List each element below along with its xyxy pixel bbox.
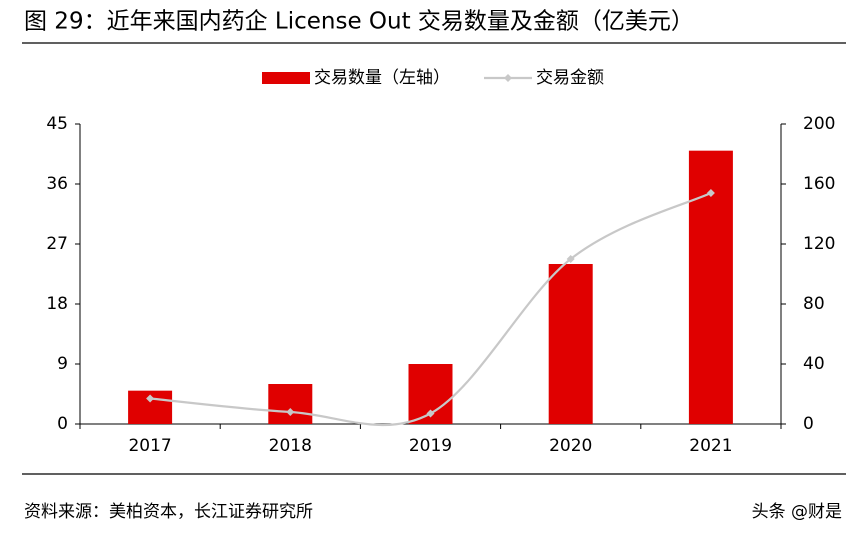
x-tick-label: 2018 — [269, 436, 312, 456]
x-tick-label: 2021 — [689, 436, 732, 456]
legend-label: 交易金额 — [536, 68, 604, 88]
y2-tick-label: 200 — [803, 114, 835, 134]
line-marker — [426, 409, 435, 418]
y-tick-label: 9 — [57, 354, 68, 374]
line-marker — [706, 189, 715, 197]
line-marker — [286, 408, 295, 416]
y2-tick-label: 120 — [803, 234, 835, 254]
line-marker — [146, 394, 155, 403]
y-tick-label: 27 — [46, 234, 68, 254]
bar — [268, 384, 313, 424]
legend-label: 交易数量（左轴） — [314, 68, 450, 88]
legend-swatch — [262, 72, 310, 84]
line-marker — [566, 255, 575, 263]
y2-tick-label: 0 — [803, 414, 814, 434]
y-tick-label: 0 — [57, 414, 68, 434]
source: 资料来源：美柏资本，长江证券研究所 — [24, 502, 313, 522]
watermark: 头条 @财是 — [752, 502, 842, 522]
x-tick-label: 2020 — [549, 436, 592, 456]
x-tick-label: 2019 — [409, 436, 452, 456]
y2-tick-label: 40 — [803, 354, 825, 374]
y-tick-label: 45 — [46, 114, 68, 134]
y2-tick-label: 160 — [803, 174, 835, 194]
line — [149, 192, 712, 427]
x-tick-label: 2017 — [128, 436, 171, 456]
chart-title: 图 29：近年来国内药企 License Out 交易数量及金额（亿美元） — [24, 9, 694, 35]
y-tick-label: 36 — [46, 174, 68, 194]
y-tick-label: 18 — [46, 294, 68, 314]
legend-marker — [504, 74, 512, 82]
bar — [548, 264, 593, 424]
y2-tick-label: 80 — [803, 294, 825, 314]
